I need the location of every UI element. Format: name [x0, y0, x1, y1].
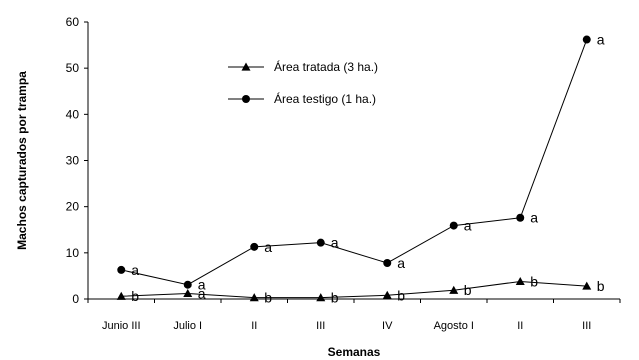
data-point — [515, 276, 525, 286]
data-label: b — [331, 290, 339, 306]
data-point — [250, 242, 259, 251]
y-tick-label: 60 — [66, 15, 80, 29]
data-label: a — [198, 277, 206, 293]
data-label: b — [464, 282, 472, 298]
series-line-1 — [121, 39, 588, 286]
y-tick-label: 10 — [66, 246, 80, 260]
x-tick-label: IV — [382, 320, 393, 332]
x-tick-label: III — [316, 320, 325, 332]
legend-label: Área testigo (1 ha.) — [274, 91, 376, 106]
data-label: b — [131, 288, 139, 304]
x-axis-title: Semanas — [328, 345, 381, 359]
y-tick-label: 50 — [66, 61, 80, 75]
data-label: b — [397, 287, 405, 303]
data-label: a — [530, 210, 538, 226]
data-point — [449, 221, 458, 230]
data-point — [383, 258, 392, 267]
data-label: a — [464, 218, 472, 234]
x-tick-label: Junio III — [102, 320, 141, 332]
data-label: b — [530, 273, 538, 289]
x-tick-label: II — [251, 320, 257, 332]
x-tick-label: II — [517, 320, 523, 332]
legend-label: Área tratada (3 ha.) — [274, 59, 378, 74]
data-label: b — [264, 290, 272, 306]
data-label: b — [597, 278, 605, 294]
data-point — [316, 238, 325, 247]
data-point — [316, 293, 326, 302]
x-tick-label: III — [582, 320, 591, 332]
data-point — [382, 290, 392, 299]
x-tick-label: Agosto I — [434, 320, 474, 332]
data-label: a — [597, 32, 605, 48]
y-tick-label: 30 — [66, 154, 80, 168]
legend-marker — [241, 62, 251, 71]
data-label: a — [264, 239, 272, 255]
data-point — [183, 280, 192, 289]
series-line-0 — [121, 280, 587, 299]
data-point — [582, 281, 592, 290]
data-point — [249, 293, 259, 302]
y-tick-label: 40 — [66, 107, 80, 121]
data-point — [116, 291, 126, 300]
data-label: a — [331, 235, 339, 251]
data-label: a — [397, 255, 405, 271]
x-tick-label: Julio I — [173, 320, 202, 332]
y-tick-label: 20 — [66, 200, 80, 214]
data-label: a — [198, 285, 206, 301]
data-point — [117, 265, 126, 274]
data-point — [516, 213, 525, 222]
data-label: a — [131, 262, 139, 278]
legend-marker — [242, 95, 250, 103]
data-point — [183, 288, 193, 298]
y-tick-label: 0 — [72, 292, 79, 306]
data-point — [582, 35, 591, 44]
data-point — [449, 285, 459, 294]
y-axis-title: Machos capturados por trampa — [15, 71, 29, 250]
